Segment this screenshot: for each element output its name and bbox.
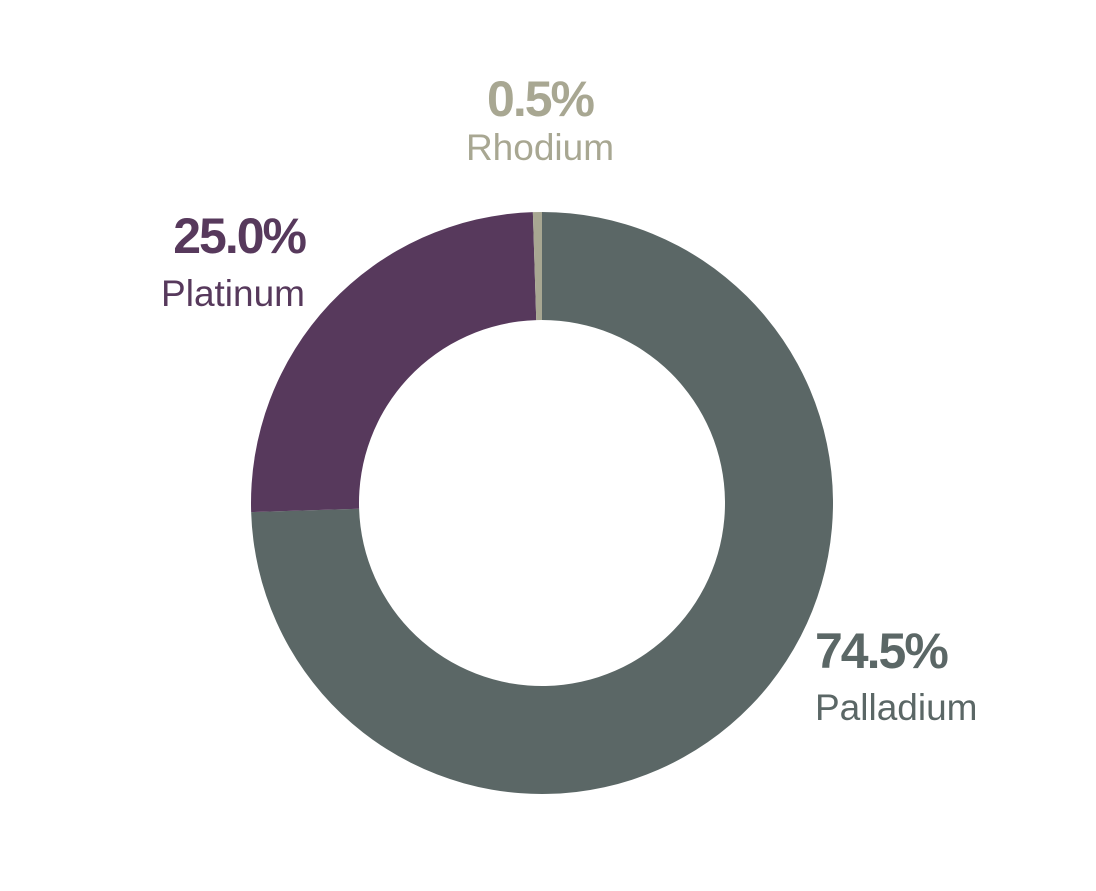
value-label: 74.5% [815, 623, 948, 679]
category-label: Palladium [815, 687, 977, 728]
value-label: 25.0% [173, 208, 306, 264]
donut-slice [251, 212, 834, 794]
value-label: 0.5% [487, 71, 595, 127]
category-label: Rhodium [466, 127, 614, 168]
donut-slice [251, 212, 537, 513]
donut-slice [532, 212, 542, 321]
category-label: Platinum [161, 273, 305, 314]
